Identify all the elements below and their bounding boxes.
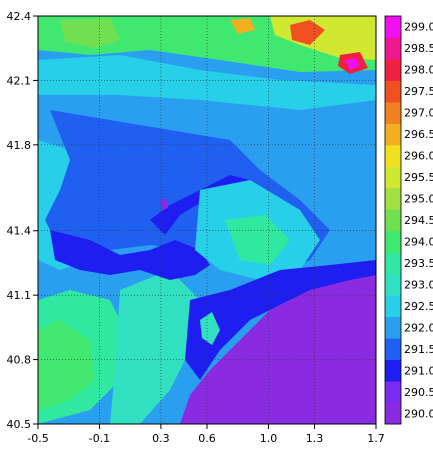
colorbar-swatch xyxy=(385,166,401,189)
y-tick-label: 40.5 xyxy=(7,418,32,431)
colorbar-swatch xyxy=(385,230,401,253)
region-pyrenees-orange xyxy=(230,18,255,34)
colorbar-label: 298.5 xyxy=(404,42,433,55)
colorbar-label: 298.0 xyxy=(404,64,433,77)
region-west-green2 xyxy=(38,320,95,410)
colorbar-label: 292.0 xyxy=(404,321,433,334)
colorbar-label: 297.5 xyxy=(404,85,433,98)
colorbar-label: 293.5 xyxy=(404,257,433,270)
colorbar: 290.0 290.5 291.0 291.5 292.0 292.5 293.0 293.5… xyxy=(384,15,433,425)
colorbar-swatch xyxy=(385,144,401,167)
colorbar-label: 295.0 xyxy=(404,193,433,206)
x-tick-label: -0.1 xyxy=(89,432,110,445)
colorbar-swatch xyxy=(385,187,401,210)
colorbar-swatch xyxy=(385,273,401,296)
region-ebro-valley xyxy=(50,230,210,280)
x-tick-label: 1.0 xyxy=(260,432,278,445)
colorbar-swatch xyxy=(385,209,401,232)
colorbar-swatch xyxy=(385,58,401,81)
x-axis: -0.5 -0.1 0.3 0.6 1.0 1.3 1.7 xyxy=(27,424,385,445)
y-tick-label: 41.8 xyxy=(7,139,32,152)
colorbar-swatch xyxy=(385,252,401,275)
colorbar-swatch xyxy=(385,16,401,38)
colorbar-swatch xyxy=(385,295,401,318)
colorbar-swatch xyxy=(385,402,401,425)
y-tick-label: 42.4 xyxy=(7,10,32,23)
region-pyrenees-magenta xyxy=(345,58,360,70)
colorbar-swatch xyxy=(385,123,401,146)
colorbar-label: 297.0 xyxy=(404,107,433,120)
x-tick-label: 0.3 xyxy=(152,432,170,445)
colorbar-label: 296.0 xyxy=(404,150,433,163)
colorbar-swatch xyxy=(385,101,401,124)
x-tick-label: 0.6 xyxy=(198,432,216,445)
x-tick-label: -0.5 xyxy=(27,432,48,445)
region-central-green xyxy=(225,215,290,265)
colorbar-label: 295.5 xyxy=(404,171,433,184)
y-tick-label: 42.1 xyxy=(7,74,32,87)
colorbar-label: 290.0 xyxy=(404,407,433,420)
x-tick-label: 1.3 xyxy=(306,432,324,445)
colorbar-label: 291.5 xyxy=(404,343,433,356)
colorbar-label: 290.5 xyxy=(404,386,433,399)
region-pyrenees-green-west xyxy=(60,18,120,48)
colorbar-label: 293.0 xyxy=(404,278,433,291)
colorbar-swatch xyxy=(385,80,401,103)
y-axis: 40.5 40.8 41.1 41.4 41.8 42.1 42.4 xyxy=(7,10,38,431)
colorbar-label: 292.5 xyxy=(404,300,433,313)
colorbar-label: 291.0 xyxy=(404,364,433,377)
region-sea xyxy=(180,275,376,424)
colorbar-swatch xyxy=(385,359,401,382)
region-pyrenees-red xyxy=(290,20,325,45)
y-tick-label: 41.4 xyxy=(7,225,32,238)
colorbar-swatch xyxy=(385,316,401,339)
y-tick-label: 41.1 xyxy=(7,289,32,302)
colorbar-label: 296.5 xyxy=(404,128,433,141)
colorbar-swatch xyxy=(385,338,401,361)
x-tick-label: 1.7 xyxy=(367,432,385,445)
grid-lines xyxy=(38,16,376,424)
colorbar-frame xyxy=(384,15,402,425)
region-south-center xyxy=(110,270,200,424)
region-ebro-spot xyxy=(160,198,168,210)
colorbar-swatch xyxy=(385,37,401,60)
region-delta xyxy=(200,312,220,345)
colorbar-label: 294.5 xyxy=(404,214,433,227)
colorbar-label: 299.0 xyxy=(404,21,433,34)
y-tick-label: 40.8 xyxy=(7,354,32,367)
colorbar-label: 294.0 xyxy=(404,235,433,248)
colorbar-swatch xyxy=(385,381,401,404)
